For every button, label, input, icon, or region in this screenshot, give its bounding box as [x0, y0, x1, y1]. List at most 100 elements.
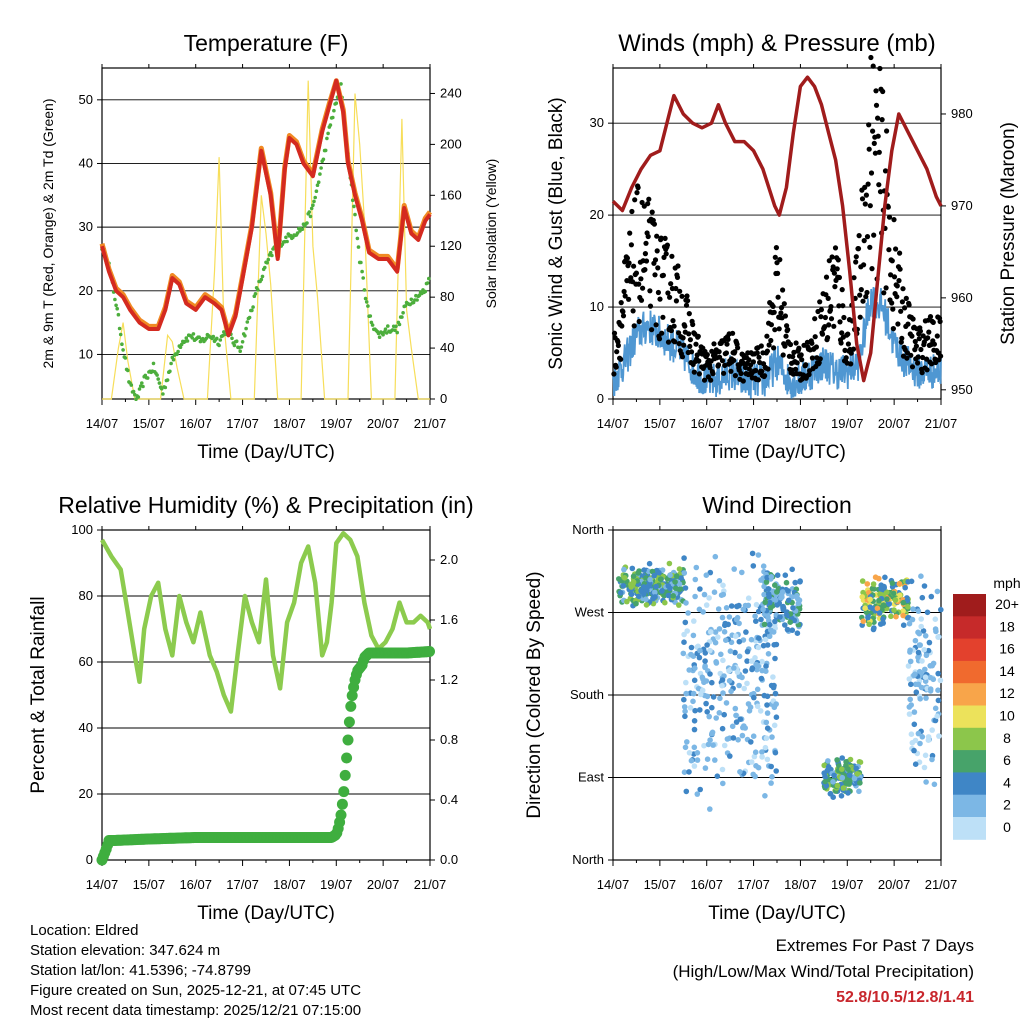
gust-point [875, 115, 881, 121]
gust-point [845, 331, 851, 337]
gust-point [863, 192, 870, 198]
gust-point [859, 196, 866, 202]
dir-plot-border [612, 529, 942, 861]
temperature-chart: 14/07 15/07 16/07 17/07 18/07 19/07 20/07 21/07… [40, 30, 499, 463]
direction-point [765, 586, 772, 592]
gust-point [674, 274, 681, 280]
gust-point [881, 290, 887, 296]
gust-point [851, 275, 857, 281]
dewpoint-point [161, 392, 165, 396]
direction-point [913, 689, 920, 695]
direction-point [706, 713, 712, 720]
direction-point [772, 749, 779, 756]
direction-point [774, 589, 780, 595]
rh-xtick-label: 19/07 [320, 877, 353, 892]
direction-point [731, 566, 737, 572]
gust-point [753, 367, 759, 374]
gust-point [766, 342, 772, 348]
gust-point [688, 349, 695, 355]
direction-point [651, 572, 657, 579]
direction-point [685, 610, 691, 616]
direction-point [933, 628, 939, 635]
direction-point [735, 737, 741, 743]
direction-point [691, 744, 698, 751]
direction-point [765, 614, 771, 621]
wind-ytick-label: 10 [590, 299, 604, 314]
dewpoint-point [137, 387, 142, 391]
gust-point [682, 323, 688, 329]
gust-point [631, 323, 637, 329]
direction-point [772, 582, 778, 588]
direction-point [750, 690, 757, 697]
direction-point [876, 610, 883, 616]
direction-point [871, 625, 877, 631]
gust-point [716, 349, 722, 355]
direction-point [912, 737, 919, 744]
gust-point [880, 88, 886, 95]
direction-point [825, 758, 831, 764]
direction-point [768, 780, 774, 786]
direction-point [676, 566, 683, 572]
direction-point [772, 690, 779, 697]
direction-point [874, 605, 881, 612]
gust-point [659, 330, 665, 336]
direction-point [773, 768, 779, 774]
direction-point [665, 583, 672, 589]
gust-point [870, 63, 876, 69]
direction-point [676, 581, 683, 587]
direction-point [762, 744, 769, 751]
dewpoint-point [140, 381, 144, 385]
temp-ytick-label: 10 [79, 346, 93, 361]
direction-point [681, 769, 688, 775]
dewpoint-point [243, 334, 247, 338]
dewpoint-point [309, 206, 314, 211]
direction-point [771, 642, 777, 648]
gust-point [710, 371, 716, 377]
direction-point [911, 747, 917, 754]
gust-point [891, 274, 898, 280]
gust-point [813, 344, 820, 350]
direction-point [834, 757, 840, 763]
dewpoint-point [285, 239, 289, 244]
temp-y2tick-label: 40 [440, 340, 454, 355]
gust-point [663, 251, 669, 257]
direction-point [763, 663, 769, 669]
gust-point [839, 330, 845, 336]
direction-point [915, 608, 922, 614]
direction-point [697, 786, 703, 793]
direction-point [839, 766, 845, 772]
gust-point [757, 359, 763, 366]
direction-point [927, 674, 933, 681]
direction-point [843, 780, 850, 786]
gust-point [640, 285, 646, 291]
direction-point [764, 693, 771, 700]
rh-line [100, 531, 433, 714]
gust-point [866, 146, 872, 152]
colorbar-label: 12 [999, 685, 1015, 701]
direction-point [773, 701, 779, 707]
gust-point [896, 278, 902, 284]
direction-point [693, 564, 700, 571]
gust-point [750, 359, 757, 365]
colorbar-swatch [953, 616, 986, 640]
direction-point [701, 742, 707, 749]
gust-point [708, 377, 714, 383]
dewpoint-point [175, 352, 179, 357]
direction-point [865, 614, 871, 621]
dewpoint-point [308, 214, 313, 219]
direction-point [764, 710, 771, 716]
gust-point [930, 319, 936, 325]
gust-point [825, 335, 831, 341]
direction-point [825, 764, 832, 770]
direction-point [843, 762, 849, 769]
direction-point [697, 691, 704, 698]
direction-point [789, 566, 795, 573]
gust-point [876, 182, 882, 188]
gust-point [630, 308, 636, 314]
dewpoint-point [114, 303, 118, 308]
gust-point [793, 340, 799, 346]
dewpoint-point [190, 336, 194, 340]
direction-point [751, 694, 757, 701]
direction-point [917, 740, 923, 747]
direction-point [653, 583, 659, 590]
